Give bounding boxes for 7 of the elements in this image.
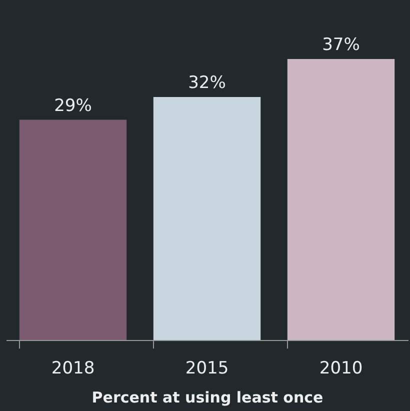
x-tick-label: 2010 [319, 358, 363, 378]
data-label: 37% [322, 35, 360, 55]
data-label: 32% [188, 72, 226, 93]
x-axis-title: Percent at using least once [92, 388, 324, 406]
x-tick-label: 2015 [185, 358, 229, 378]
data-label: 29% [54, 96, 92, 116]
x-tick-label: 2018 [51, 358, 95, 378]
